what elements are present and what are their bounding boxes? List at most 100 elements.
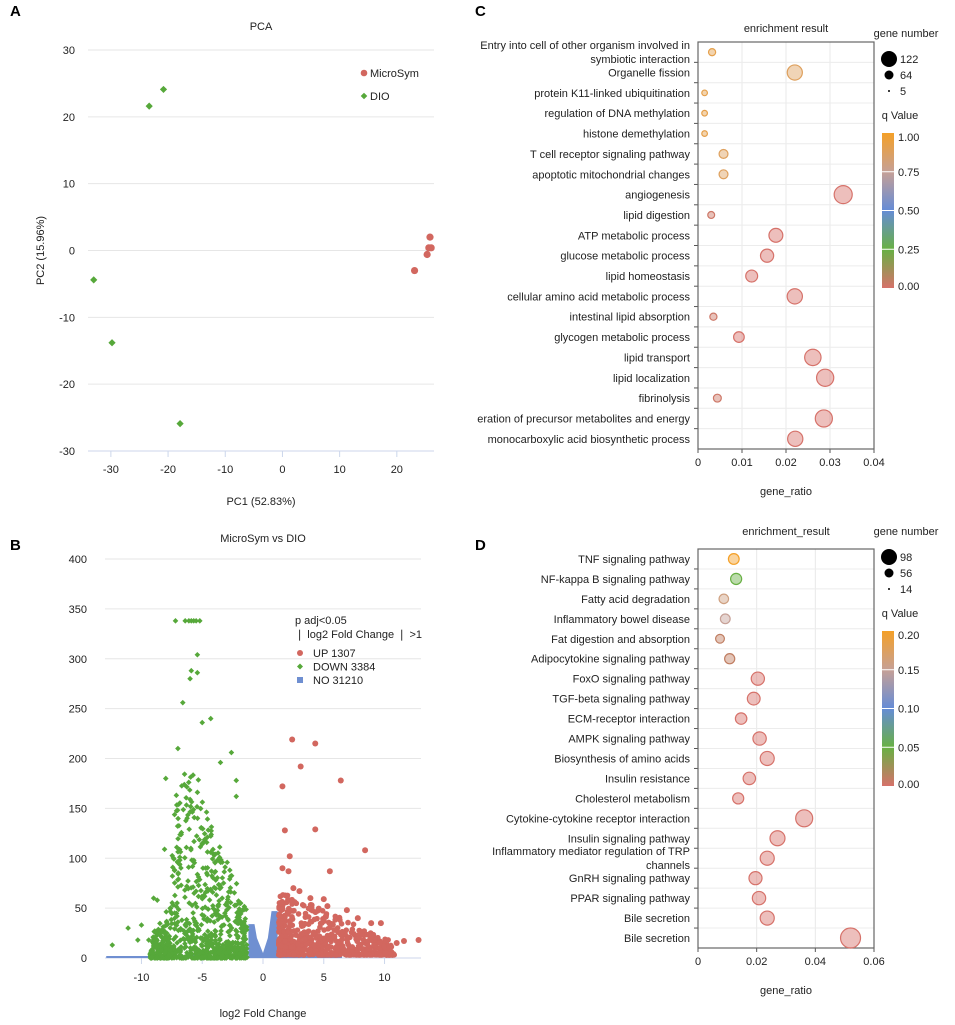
data-point (178, 831, 184, 838)
data-point (227, 873, 234, 880)
data-point (148, 949, 154, 955)
data-point (343, 907, 350, 914)
data-point (358, 946, 365, 952)
color-legend-label: 0.25 (898, 244, 919, 256)
legend-marker (297, 677, 303, 683)
x-tick-label: -10 (134, 972, 150, 984)
data-point (288, 944, 294, 950)
category-label: eration of precursor metabolites and ene… (477, 413, 690, 425)
data-point (171, 811, 178, 818)
data-point (291, 952, 297, 958)
plot-frame (697, 548, 875, 949)
data-point (234, 955, 240, 961)
data-point (316, 933, 323, 940)
data-point (804, 348, 822, 367)
data-point (201, 830, 208, 837)
data-point (290, 885, 297, 892)
data-point (203, 948, 210, 955)
data-point (177, 849, 184, 855)
data-point (349, 944, 356, 950)
data-point (194, 651, 201, 658)
data-point (276, 928, 282, 935)
data-point (211, 852, 218, 859)
data-point (179, 917, 185, 923)
data-point (198, 941, 205, 948)
y-tick-label: -10 (59, 312, 75, 324)
chart-title: enrichment result (744, 23, 828, 35)
data-point (219, 922, 225, 929)
data-point (174, 940, 180, 946)
data-point (162, 950, 168, 957)
data-point (345, 919, 351, 926)
category-label: Insulin signaling pathway (568, 833, 691, 845)
data-point (324, 903, 331, 910)
data-point (386, 945, 393, 952)
data-point (177, 857, 183, 863)
data-point (243, 942, 250, 948)
category-label: AMPK signaling pathway (568, 734, 690, 746)
data-point (222, 949, 229, 956)
x-tick-label: 10 (334, 464, 346, 476)
data-point (312, 826, 319, 833)
category-label: histone demethylation (583, 129, 690, 141)
data-point (202, 881, 208, 888)
data-point (204, 936, 210, 942)
data-point (310, 929, 317, 936)
data-point (200, 865, 206, 871)
data-point (714, 633, 726, 644)
data-point (225, 894, 231, 900)
data-point (787, 430, 804, 448)
legend-marker (297, 650, 303, 656)
data-point (239, 944, 245, 950)
data-point (192, 922, 199, 928)
data-point (326, 868, 333, 875)
y-tick-label: 50 (75, 903, 87, 915)
data-point (189, 902, 195, 909)
data-point (108, 339, 116, 347)
data-point (224, 945, 231, 952)
x-tick-label: 0 (695, 457, 701, 469)
data-point (193, 934, 200, 941)
data-point (167, 908, 174, 915)
chart-title: MicroSym vs DIO (220, 533, 306, 545)
data-point (278, 942, 285, 949)
data-point (233, 793, 240, 800)
data-point (182, 854, 188, 861)
color-legend-label: 0.75 (898, 167, 919, 179)
data-point (212, 937, 219, 944)
data-point (701, 89, 709, 97)
data-point (173, 802, 180, 808)
data-point (228, 749, 235, 756)
data-point (162, 948, 169, 954)
series-down (109, 618, 250, 961)
kegg-enrichment-chart: enrichment_result 0 0.02 0.04 0.06 gene_ratio… (492, 526, 939, 997)
category-label: Adipocytokine signaling pathway (531, 654, 690, 666)
data-point (224, 859, 230, 866)
legend-label: DOWN 3384 (313, 662, 375, 674)
data-point (285, 911, 291, 917)
data-point (179, 699, 186, 706)
data-point (145, 102, 153, 110)
data-point (199, 825, 206, 832)
category-label: TGF-beta signaling pathway (552, 694, 690, 706)
data-point (150, 895, 157, 901)
data-point (289, 736, 296, 743)
data-point (214, 875, 221, 881)
category-label: symbiotic interaction (590, 54, 690, 66)
data-point (281, 827, 288, 834)
data-point (209, 856, 216, 862)
y-tick-label: 150 (69, 803, 87, 815)
data-point (204, 872, 211, 878)
data-point (301, 902, 307, 909)
data-point (320, 917, 327, 923)
data-point (733, 331, 745, 343)
data-point (300, 951, 307, 958)
data-point (208, 868, 215, 874)
go-enrichment-chart: enrichment result 0 0.01 0.02 0.03 0.04 gene_r… (477, 23, 939, 498)
category-label: Fatty acid degradation (581, 594, 690, 606)
data-point (158, 952, 164, 959)
data-point (234, 914, 240, 921)
data-point (177, 949, 184, 955)
size-legend-title: gene number (874, 28, 939, 40)
data-point (200, 839, 206, 846)
